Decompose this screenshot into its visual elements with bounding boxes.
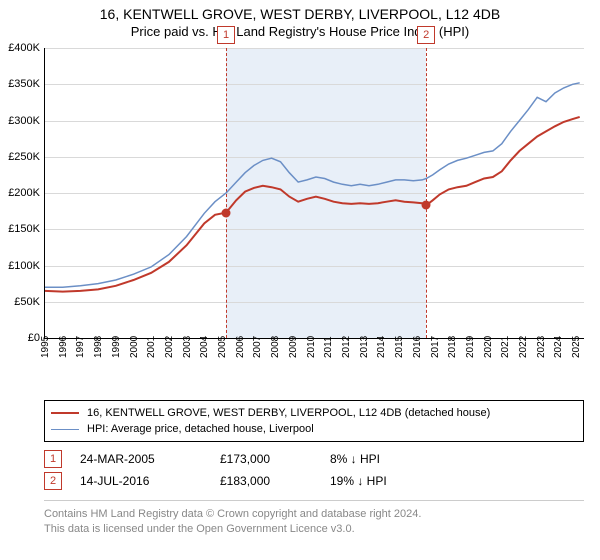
x-tick-label: 1998	[93, 336, 104, 358]
x-tick-label: 2006	[235, 336, 246, 358]
x-tick-label: 2008	[270, 336, 281, 358]
x-tick-label: 2005	[217, 336, 228, 358]
footer-attribution: Contains HM Land Registry data © Crown c…	[44, 500, 584, 537]
sale-marker-tag: 1	[217, 26, 235, 44]
y-tick-label: £50K	[0, 296, 40, 308]
footer-line1: Contains HM Land Registry data © Crown c…	[44, 507, 584, 522]
y-tick-label: £250K	[0, 151, 40, 163]
line-chart-svg	[45, 48, 585, 338]
sale-date-1: 24-MAR-2005	[80, 452, 220, 466]
x-tick-label: 2001	[146, 336, 157, 358]
sale-marker-tag: 2	[417, 26, 435, 44]
x-tick-label: 2014	[376, 336, 387, 358]
x-tick-label: 2017	[430, 336, 441, 358]
legend-row-series1: 16, KENTWELL GROVE, WEST DERBY, LIVERPOO…	[51, 405, 577, 421]
y-tick-label: £300K	[0, 115, 40, 127]
sale-marker-dot	[222, 208, 231, 217]
y-tick-label: £350K	[0, 78, 40, 90]
footer-line2: This data is licensed under the Open Gov…	[44, 522, 584, 537]
x-tick-label: 2002	[164, 336, 175, 358]
x-tick-label: 2004	[199, 336, 210, 358]
sale-tag-2: 2	[44, 472, 62, 490]
x-tick-label: 2018	[447, 336, 458, 358]
sale-hpi-2: 19% ↓ HPI	[330, 474, 440, 488]
x-tick-label: 1995	[40, 336, 51, 358]
legend-row-series2: HPI: Average price, detached house, Live…	[51, 421, 577, 437]
x-tick-label: 2022	[518, 336, 529, 358]
x-tick-label: 2023	[536, 336, 547, 358]
x-tick-label: 2021	[500, 336, 511, 358]
x-tick-label: 2011	[323, 336, 334, 358]
title-line1: 16, KENTWELL GROVE, WEST DERBY, LIVERPOO…	[0, 6, 600, 22]
x-tick-label: 1999	[111, 336, 122, 358]
chart-area: 12 1995199619971998199920002001200220032…	[44, 48, 584, 360]
legend-label-1: 16, KENTWELL GROVE, WEST DERBY, LIVERPOO…	[87, 407, 490, 419]
x-tick-label: 2003	[182, 336, 193, 358]
chart-title-block: 16, KENTWELL GROVE, WEST DERBY, LIVERPOO…	[0, 0, 600, 39]
x-axis-labels: 1995199619971998199920002001200220032004…	[44, 340, 584, 380]
legend-swatch-red	[51, 412, 79, 414]
x-tick-label: 2019	[465, 336, 476, 358]
x-tick-label: 2007	[252, 336, 263, 358]
legend-box: 16, KENTWELL GROVE, WEST DERBY, LIVERPOO…	[44, 400, 584, 442]
sale-row-1: 1 24-MAR-2005 £173,000 8% ↓ HPI	[44, 448, 584, 470]
sales-table: 1 24-MAR-2005 £173,000 8% ↓ HPI 2 14-JUL…	[44, 448, 584, 492]
y-tick-label: £400K	[0, 42, 40, 54]
x-tick-label: 2024	[553, 336, 564, 358]
sale-date-2: 14-JUL-2016	[80, 474, 220, 488]
x-tick-label: 2020	[483, 336, 494, 358]
sale-price-2: £183,000	[220, 474, 330, 488]
x-tick-label: 1996	[58, 336, 69, 358]
sale-row-2: 2 14-JUL-2016 £183,000 19% ↓ HPI	[44, 470, 584, 492]
y-tick-label: £150K	[0, 223, 40, 235]
x-tick-label: 2009	[288, 336, 299, 358]
x-tick-label: 2015	[394, 336, 405, 358]
x-tick-label: 2013	[359, 336, 370, 358]
x-tick-label: 2010	[306, 336, 317, 358]
plot-region: 12	[44, 48, 584, 339]
y-tick-label: £200K	[0, 187, 40, 199]
series-price-paid-line	[45, 117, 580, 292]
x-tick-label: 2016	[412, 336, 423, 358]
sale-tag-1: 1	[44, 450, 62, 468]
sale-hpi-1: 8% ↓ HPI	[330, 452, 440, 466]
sale-marker-dot	[422, 201, 431, 210]
sale-price-1: £173,000	[220, 452, 330, 466]
title-line2: Price paid vs. HM Land Registry's House …	[0, 24, 600, 39]
series-hpi-line	[45, 83, 580, 287]
legend-swatch-blue	[51, 429, 79, 430]
x-tick-label: 2025	[571, 336, 582, 358]
y-tick-label: £0	[0, 332, 40, 344]
x-tick-label: 2000	[129, 336, 140, 358]
x-tick-label: 1997	[75, 336, 86, 358]
y-tick-label: £100K	[0, 260, 40, 272]
x-tick-label: 2012	[341, 336, 352, 358]
legend-label-2: HPI: Average price, detached house, Live…	[87, 423, 314, 435]
